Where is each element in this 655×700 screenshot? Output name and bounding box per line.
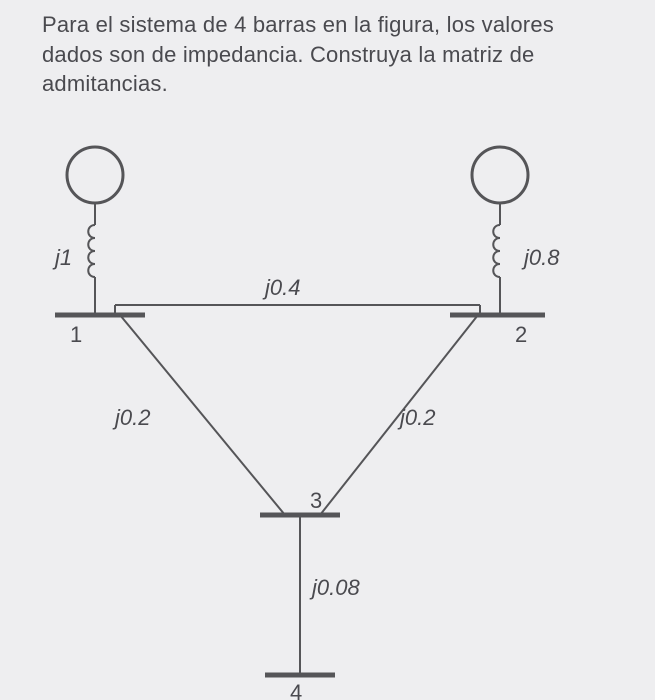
line-1-2 [115,305,480,315]
generator-2 [472,147,528,315]
impedance-13: j0.2 [112,405,150,430]
impedance-23: j0.2 [397,405,435,430]
impedance-34: j0.08 [309,575,360,600]
bus-2-label: 2 [515,322,527,347]
diagram-svg: 1 2 3 4 j1 j0.8 j0.4 j0.2 j0.2 j0.08 [0,120,655,700]
impedance-12: j0.4 [262,275,300,300]
bus-system-diagram: 1 2 3 4 j1 j0.8 j0.4 j0.2 j0.2 j0.08 [0,120,655,700]
impedance-g2: j0.8 [521,245,560,270]
problem-statement: Para el sistema de 4 barras en la figura… [42,10,602,99]
bus-4-label: 4 [290,680,302,700]
bus-1-label: 1 [70,322,82,347]
impedance-g1: j1 [52,245,72,270]
line-2-3 [320,315,478,515]
generator-1 [67,147,123,315]
bus-3-label: 3 [310,488,322,513]
